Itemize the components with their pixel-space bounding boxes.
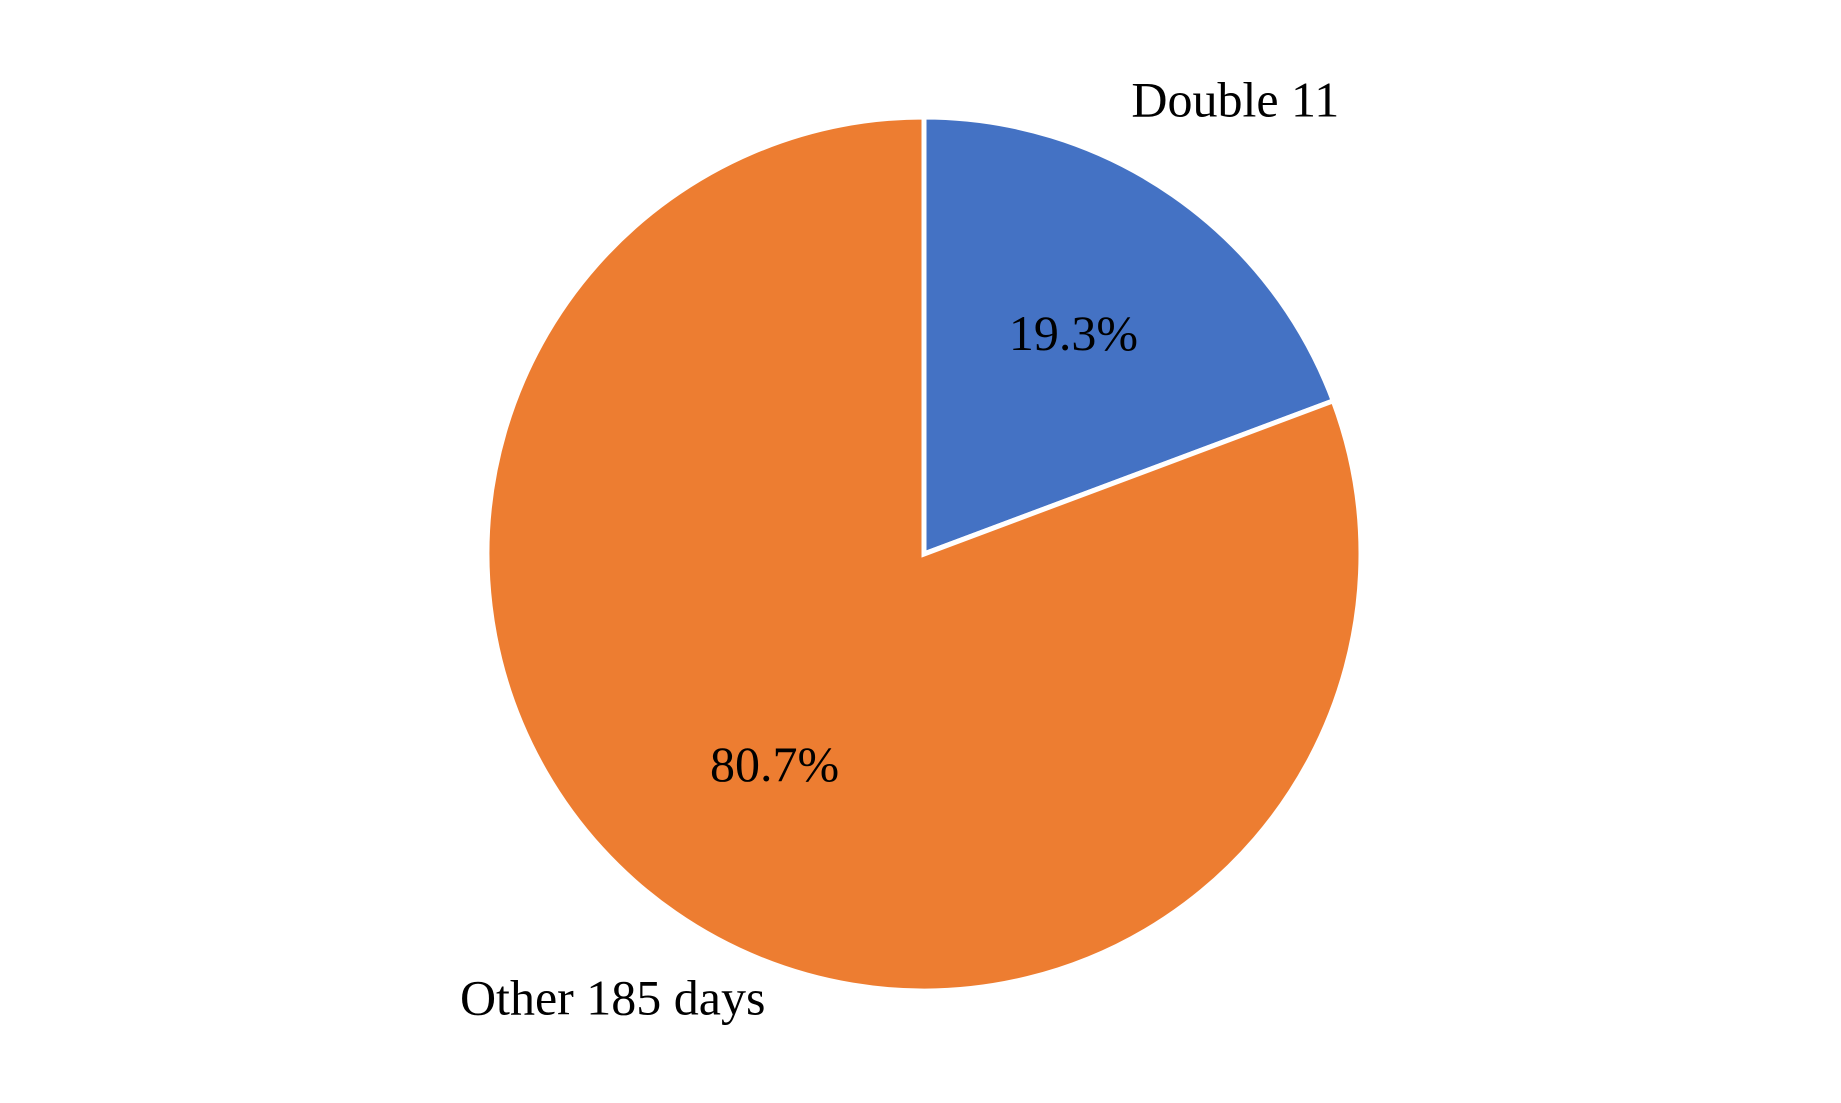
data-label-double-11: 19.3% [1009,305,1138,361]
category-label-double-11: Double 11 [1131,72,1339,128]
pie-labels: 19.3% Double 11 80.7% Other 185 days [460,72,1339,1026]
category-label-other-185-days: Other 185 days [460,969,766,1025]
pie-slice-other-185-days [484,114,1364,994]
pie-slice-double-11 [921,114,1337,558]
data-label-other-185-days: 80.7% [710,736,839,792]
pie-slices [484,114,1364,994]
